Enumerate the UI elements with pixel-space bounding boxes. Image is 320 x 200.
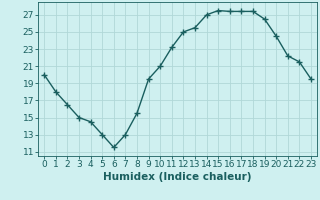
X-axis label: Humidex (Indice chaleur): Humidex (Indice chaleur): [103, 172, 252, 182]
